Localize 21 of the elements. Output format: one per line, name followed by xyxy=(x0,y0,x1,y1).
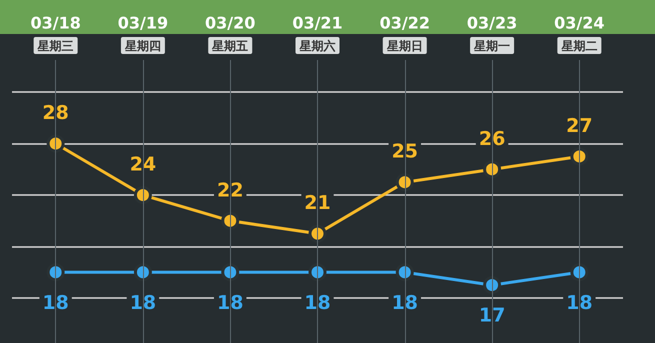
data-label: 18 xyxy=(566,292,593,314)
data-label: 28 xyxy=(42,102,69,124)
x-tick-label: 03/24 星期二 xyxy=(554,14,605,53)
data-label: 27 xyxy=(566,114,593,137)
data-label: 18 xyxy=(216,292,244,314)
x-tick-label: 03/19 星期四 xyxy=(118,14,168,53)
x-tick-label: 03/23 星期一 xyxy=(466,14,518,53)
x-tick-label: 03/22 星期日 xyxy=(380,14,430,53)
data-label: 18 xyxy=(304,292,331,314)
data-label: 26 xyxy=(478,128,506,150)
data-label: 22 xyxy=(216,179,244,202)
data-label: 24 xyxy=(130,154,156,176)
data-label: 18 xyxy=(42,292,69,314)
x-tick-label: 03/18 星期三 xyxy=(30,14,81,53)
data-label: 17 xyxy=(478,304,506,327)
x-tick-label: 03/20 星期五 xyxy=(205,14,256,53)
x-tick-label: 03/21 星期六 xyxy=(292,14,343,53)
data-label: 21 xyxy=(304,192,331,214)
data-label: 25 xyxy=(392,140,418,163)
data-label: 18 xyxy=(130,292,156,314)
data-label: 18 xyxy=(392,292,418,314)
